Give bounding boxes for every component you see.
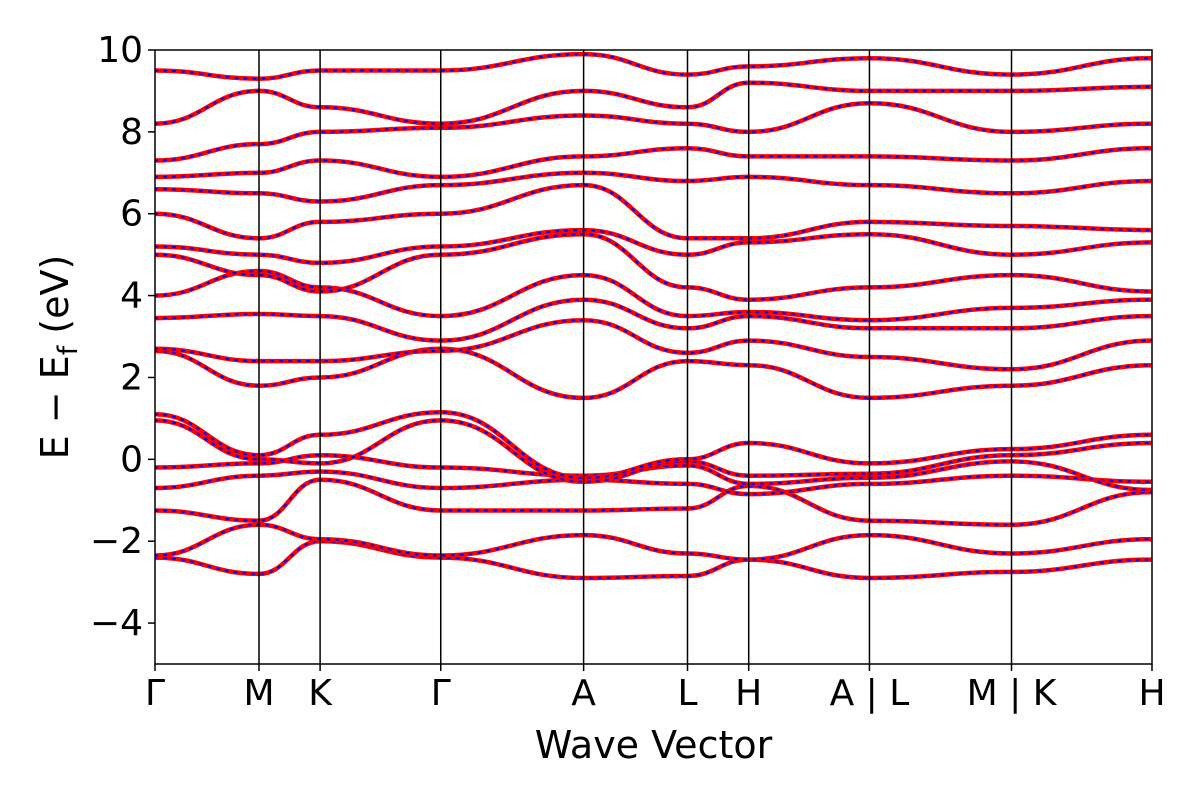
band-line-blue-dotted	[1010, 224, 1152, 232]
band-line-blue-dotted	[868, 454, 1013, 475]
band-line-blue-dotted	[155, 347, 871, 400]
band-line-red	[155, 145, 872, 180]
x-tick-label: L	[677, 673, 697, 714]
band-line-red	[155, 410, 872, 481]
band-line-blue-dotted	[155, 147, 871, 179]
y-tick-label: 4	[120, 276, 143, 317]
band-line-blue-dotted	[868, 460, 1013, 479]
band-line-blue-dotted	[155, 183, 871, 240]
band-line-blue-dotted	[1010, 460, 1152, 492]
x-tick-label: A | L	[830, 673, 910, 714]
band-line-red	[1009, 313, 1152, 331]
band-line-blue-dotted	[1010, 558, 1152, 573]
band-line-blue-dotted	[868, 184, 1013, 195]
y-axis-title-subscript: f	[53, 344, 84, 355]
y-tick-label: 10	[97, 30, 143, 71]
y-axis-title: E − Ef (eV)	[33, 255, 84, 460]
band-line-blue-dotted	[155, 419, 871, 483]
y-axis-title-unit: (eV)	[33, 255, 77, 346]
band-line-blue-dotted	[155, 228, 871, 265]
band-line-blue-dotted	[155, 411, 871, 479]
band-line-blue-dotted	[868, 570, 1013, 580]
band-line-blue-dotted	[1010, 538, 1152, 555]
band-line-blue-dotted	[155, 81, 871, 125]
band-line-blue-dotted	[868, 534, 1013, 555]
band-line-red	[1009, 145, 1152, 163]
x-tick-label: Γ	[145, 673, 165, 714]
band-line-blue-dotted	[1010, 315, 1152, 330]
band-line-blue-dotted	[155, 319, 871, 363]
band-line-blue-dotted	[868, 355, 1013, 371]
band-line-blue-dotted	[155, 454, 871, 486]
band-line-blue-dotted	[155, 233, 871, 301]
band-line-blue-dotted	[868, 474, 1013, 485]
high-symmetry-lines	[258, 50, 1013, 664]
band-line-blue-dotted	[868, 155, 1013, 162]
y-tick-label: 6	[120, 194, 143, 235]
plot-frame	[154, 49, 1153, 665]
y-tick-label: 8	[120, 112, 143, 153]
band-line-blue-dotted	[1010, 364, 1152, 387]
band-line-blue-dotted	[1010, 241, 1152, 256]
x-tick-label: Γ	[431, 673, 451, 714]
band-line-blue-dotted	[868, 448, 1013, 465]
band-line-blue-dotted	[1010, 147, 1152, 162]
y-tick-label: 0	[120, 439, 143, 480]
band-line-blue-dotted	[868, 384, 1013, 399]
band-line-blue-dotted	[155, 478, 871, 522]
y-axis-title-main: E − E	[33, 355, 77, 459]
band-line-blue-dotted	[1010, 57, 1152, 76]
band-line-blue-dotted	[155, 102, 871, 162]
band-line-blue-dotted	[1010, 298, 1152, 309]
band-line-red	[155, 80, 872, 126]
band-line-red	[1009, 272, 1152, 294]
band-line-blue-dotted	[1010, 491, 1152, 526]
band-line-blue-dotted	[868, 220, 1013, 228]
band-line-red	[1009, 536, 1152, 556]
band-line-blue-dotted	[155, 523, 871, 561]
band-line-blue-dotted	[1010, 274, 1152, 293]
band-line-blue-dotted	[1010, 122, 1152, 133]
band-line-red	[1009, 178, 1152, 196]
band-line-red	[1009, 240, 1152, 257]
band-line-red	[155, 346, 872, 401]
y-tick-label: 2	[120, 357, 143, 398]
band-line-blue-dotted	[868, 57, 1013, 76]
band-line-blue-dotted	[1010, 339, 1152, 371]
band-line-red	[1009, 55, 1152, 77]
x-tick-label: A	[571, 673, 596, 714]
bands-layer	[155, 51, 1152, 581]
band-line-red	[155, 522, 872, 562]
band-line-blue-dotted	[1010, 85, 1152, 92]
band-line-blue-dotted	[868, 233, 1013, 256]
x-tick-label: H	[735, 673, 762, 714]
band-line-blue-dotted	[1010, 433, 1152, 451]
band-line-blue-dotted	[868, 306, 1013, 322]
band-line-blue-dotted	[868, 274, 1013, 289]
x-tick-label: M	[243, 673, 274, 714]
band-line-blue-dotted	[868, 102, 1013, 133]
x-tick-label: M | K	[967, 673, 1058, 714]
x-tick-label: K	[308, 673, 333, 714]
band-line-red	[1009, 297, 1152, 311]
x-tick-label: H	[1138, 673, 1165, 714]
y-axis: −4 −2 0 2 4 6 8 10	[90, 30, 155, 644]
band-line-blue-dotted	[1010, 474, 1152, 483]
band-line-blue-dotted	[155, 52, 871, 80]
x-axis-title: Wave Vector	[535, 723, 773, 767]
band-line-red	[1009, 557, 1152, 575]
band-line-red	[1009, 121, 1152, 135]
band-line-blue-dotted	[1010, 441, 1152, 457]
y-tick-label: −2	[90, 521, 143, 562]
y-tick-label: −4	[90, 603, 143, 644]
band-line-blue-dotted	[155, 269, 871, 322]
band-line-blue-dotted	[1010, 179, 1152, 195]
band-line-blue-dotted	[155, 298, 871, 342]
band-line-blue-dotted	[868, 519, 1013, 526]
